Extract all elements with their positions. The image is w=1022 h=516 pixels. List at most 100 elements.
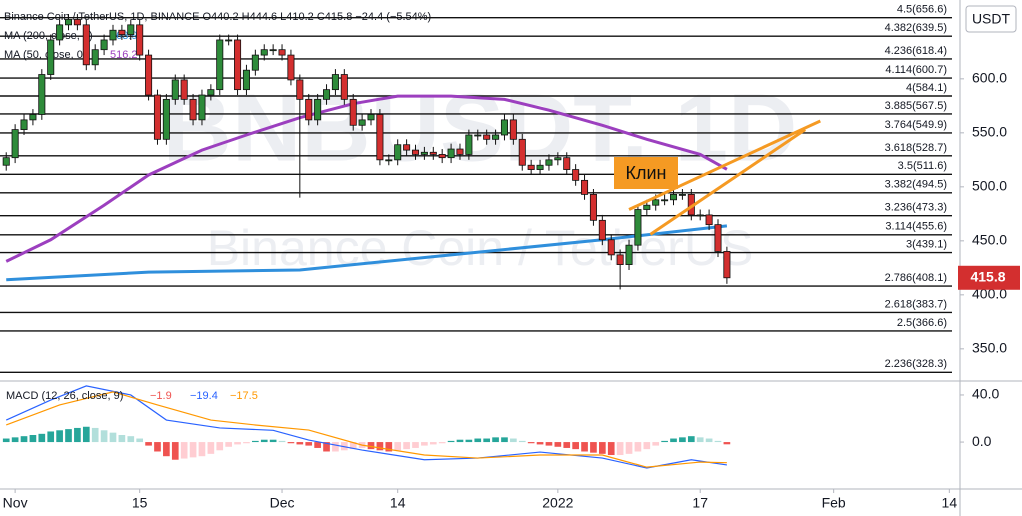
candle-body [652,199,660,206]
histogram-bar [483,438,491,443]
histogram-bar [536,442,544,445]
candle-body [474,134,482,137]
histogram-bar [581,442,588,452]
candle-body [349,98,357,126]
histogram-bar [421,442,428,446]
histogram-bar [447,440,455,443]
histogram-bar [376,442,384,451]
candle-body [509,119,517,140]
candle-body [2,157,10,166]
legend-label: MA (50, close, 0) [4,49,87,61]
fib-label: 3.885(567.5) [885,100,947,112]
candle-body [563,157,571,170]
moving-average [6,224,728,282]
watermark-sub: Binance Coin / TetherUS [207,220,754,276]
candle-body [47,39,55,75]
histogram-bar [465,439,473,443]
histogram-bar [696,437,704,443]
currency-label[interactable]: USDT [972,11,1011,27]
candle-body [260,49,268,56]
histogram-bar [287,442,295,444]
y-tick-label: 500.0 [972,178,1007,194]
histogram-bar [598,442,606,454]
candle-body [518,138,526,166]
candle-body [216,39,224,91]
histogram-bar [100,430,108,443]
wedge-label-box [614,157,678,189]
candle-body [251,54,259,71]
last-price-tag [958,265,1020,290]
wedge-label: Клин [626,163,667,183]
currency-button[interactable] [965,5,1017,33]
candle-body [234,39,242,91]
histogram-bar [652,442,660,446]
histogram-bar [189,442,197,458]
candle-body [136,24,144,56]
histogram-bar [590,442,597,453]
candle-body [73,19,81,26]
histogram-bar [563,442,571,448]
histogram-bar [38,433,46,443]
histogram-bar [661,440,668,443]
histogram-bar [198,442,206,457]
histogram-bar [670,438,677,443]
histogram-bar [91,427,99,443]
candle-body [554,157,562,161]
candle-body [616,254,624,266]
histogram-bar [687,436,695,443]
histogram-bar [545,442,553,446]
histogram-bar [349,442,357,450]
candle-body [696,214,704,217]
histogram-bar [554,442,562,447]
candle-body [153,94,161,140]
candle-body [545,159,553,166]
histogram-bar [252,440,259,443]
candle-body [634,209,642,246]
candle-body [607,239,615,256]
histogram-bar [572,442,579,450]
histogram-bar [492,437,499,443]
macd-line [5,385,727,469]
histogram-bar [705,438,713,443]
candle-body [64,19,73,26]
candle-body [11,129,19,159]
candle-body [358,119,366,126]
histogram-bar [314,442,321,448]
candle-body [705,214,713,226]
candle-body [189,98,197,121]
candle-body [305,98,313,121]
x-tick-label: 2022 [542,495,573,511]
candle-body [403,144,411,151]
y-tick-label: 0.0 [972,433,992,449]
candle-body [669,193,678,201]
candle-body [598,219,606,241]
candle-body [429,151,437,155]
histogram-bar [2,438,10,443]
x-tick-label: 14 [390,495,406,511]
candle-body [385,159,393,162]
histogram-bar [394,442,402,451]
candle-body [483,134,491,140]
histogram-bar [109,432,117,443]
histogram-bar [65,429,72,443]
y-tick-label: 450.0 [972,232,1007,248]
histogram-bar [234,442,241,445]
fib-label: 4.382(639.5) [885,22,947,34]
histogram-bar [243,442,250,444]
candle-body [714,224,722,252]
candle-body [340,74,348,100]
macd-legend-value: −1.9 [150,390,172,402]
fib-label: 4.236(618.4) [885,45,947,57]
candle-body [180,79,188,100]
moving-average [5,94,728,263]
macd-legend-value: −19.4 [190,390,218,402]
candle-body [145,54,153,96]
fib-label: 3.5(511.6) [898,160,947,172]
histogram-bar [47,431,55,443]
histogram-bar [207,442,215,454]
candle-body [127,24,135,35]
y-tick-label: 550.0 [972,124,1007,140]
candle-body [242,69,250,91]
histogram-bar [367,442,375,450]
candle-body [661,199,669,202]
